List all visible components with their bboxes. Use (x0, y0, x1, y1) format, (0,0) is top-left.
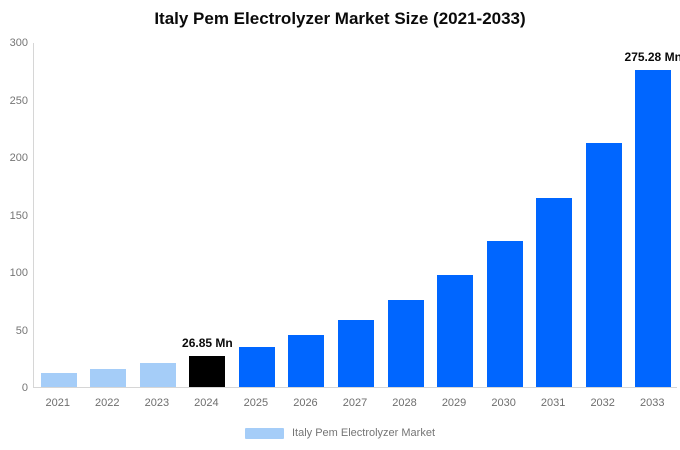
plot-area: 26.85 Mn 275.28 Mn (33, 43, 680, 388)
bar-2032[interactable] (585, 142, 622, 387)
bar-2026[interactable] (288, 335, 325, 387)
bar-2025[interactable] (238, 346, 275, 387)
bar-2023[interactable] (139, 363, 176, 387)
bar-2024[interactable] (189, 356, 226, 387)
x-tick-label-2029: 2029 (441, 397, 467, 409)
y-tick-label-250: 250 (9, 94, 28, 107)
x-tick-label-2030: 2030 (491, 397, 516, 409)
bar-2033[interactable] (635, 70, 672, 387)
bar-2028[interactable] (387, 300, 424, 387)
x-tick-label-2032: 2032 (590, 397, 615, 409)
x-tick-label-2022: 2022 (95, 397, 120, 409)
y-tick-label-150: 150 (9, 209, 28, 222)
y-tick-label-100: 100 (9, 267, 28, 279)
bar-2030[interactable] (486, 241, 523, 387)
x-tick-label-2028: 2028 (392, 397, 417, 409)
y-tick-label-50: 50 (15, 324, 28, 337)
legend-swatch-icon (244, 427, 284, 439)
bar-value-label-2024: 26.85 Mn (182, 336, 233, 351)
x-tick-label-2023: 2023 (144, 397, 170, 409)
y-tick-label-0: 0 (21, 382, 28, 394)
x-tick-label-2021: 2021 (45, 397, 70, 409)
x-tick-label-2024: 2024 (194, 397, 219, 409)
legend-label: Italy Pem Electrolyzer Market (291, 427, 436, 439)
x-tick-label-2031: 2031 (540, 397, 566, 409)
x-tick-label-2027: 2027 (342, 397, 368, 409)
x-tick-label-2026: 2026 (293, 397, 318, 409)
bar-value-label-2033: 275.28 Mn (624, 50, 680, 65)
bar-2022[interactable] (90, 369, 127, 387)
y-tick-label-300: 300 (9, 37, 28, 49)
bar-2027[interactable] (338, 319, 374, 387)
legend[interactable]: Italy Pem Electrolyzer Market (0, 425, 680, 441)
x-tick-label-2025: 2025 (243, 397, 269, 409)
chart-title: Italy Pem Electrolyzer Market Size (2021… (154, 9, 526, 28)
bar-2029[interactable] (437, 274, 474, 387)
y-tick-label-200: 200 (9, 152, 28, 164)
x-tick-label-2033: 2033 (639, 397, 665, 409)
bar-2021[interactable] (40, 373, 77, 387)
bar-2031[interactable] (536, 198, 573, 387)
